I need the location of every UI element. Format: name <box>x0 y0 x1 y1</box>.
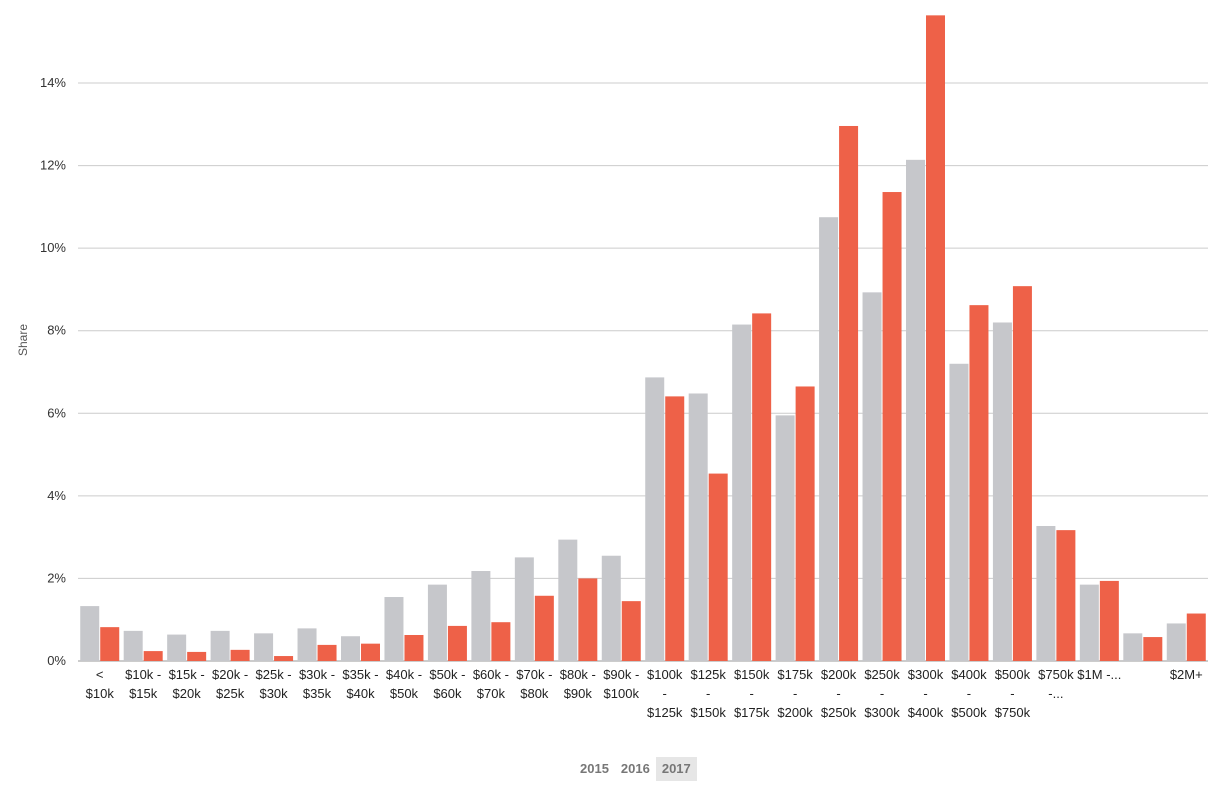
x-tick-label: $200k -$250k <box>821 667 857 720</box>
bar-2016[interactable] <box>297 628 317 661</box>
bar-2017[interactable] <box>969 305 989 661</box>
year-selector: 2015 2016 2017 <box>574 757 697 781</box>
x-tick-label: $80k -$90k <box>560 667 596 701</box>
x-tick-label: $125k -$150k <box>690 667 726 720</box>
x-tick-label: $25k -$30k <box>256 667 292 701</box>
y-axis-label: Share <box>16 324 30 356</box>
bar-2017[interactable] <box>708 473 728 661</box>
bar-2016[interactable] <box>558 539 578 661</box>
x-tick-label: $1M -... <box>1077 667 1121 682</box>
bar-2017[interactable] <box>795 386 815 661</box>
bar-2017[interactable] <box>1056 530 1076 661</box>
bar-2016[interactable] <box>123 630 143 661</box>
bar-2017[interactable] <box>447 625 467 661</box>
bar-2017[interactable] <box>1143 637 1163 661</box>
bar-2017[interactable] <box>839 125 859 661</box>
x-tick-label: $300k -$400k <box>908 667 944 720</box>
x-tick-label: $15k -$20k <box>169 667 205 701</box>
y-tick-label: 14% <box>40 75 66 90</box>
bar-2016[interactable] <box>992 322 1012 661</box>
bar-2017[interactable] <box>230 649 250 661</box>
bar-2017[interactable] <box>534 595 554 661</box>
bar-2017[interactable] <box>665 396 685 661</box>
bar-2016[interactable] <box>949 363 969 661</box>
x-tick-label: $35k -$40k <box>342 667 378 701</box>
bar-2016[interactable] <box>1123 633 1143 661</box>
x-tick-label: $10k -$15k <box>125 667 161 701</box>
bar-2016[interactable] <box>732 324 752 661</box>
bar-2016[interactable] <box>688 393 708 661</box>
x-tick-label: $70k -$80k <box>516 667 552 701</box>
x-tick-label: $2M+ <box>1170 667 1203 682</box>
bar-2017[interactable] <box>317 644 337 661</box>
x-tick-label: $40k -$50k <box>386 667 422 701</box>
y-tick-label: 6% <box>47 405 66 420</box>
bar-2017[interactable] <box>143 651 163 661</box>
x-tick-label: $400k -$500k <box>951 667 987 720</box>
x-tick-label: $750k -... <box>1038 667 1074 701</box>
y-tick-label: 8% <box>47 323 66 338</box>
y-tick-label: 12% <box>40 158 66 173</box>
bar-2016[interactable] <box>514 557 534 661</box>
bar-2017[interactable] <box>274 656 294 661</box>
x-tick-label: $500k -$750k <box>995 667 1031 720</box>
bar-2016[interactable] <box>384 597 404 661</box>
y-tick-label: 0% <box>47 653 66 668</box>
x-tick-label: $150k -$175k <box>734 667 770 720</box>
bar-2016[interactable] <box>210 630 230 661</box>
bar-2016[interactable] <box>775 415 795 661</box>
y-tick-label: 2% <box>47 570 66 585</box>
bar-2016[interactable] <box>601 555 621 661</box>
bar-2017[interactable] <box>1012 286 1032 661</box>
bar-2016[interactable] <box>1166 623 1186 661</box>
bar-2016[interactable] <box>819 217 839 661</box>
bar-2016[interactable] <box>427 584 447 661</box>
x-axis-ticks: < $10k $10k -$15k$15k -$20k$20k -$25k$25k … <box>86 667 1203 720</box>
bar-2016[interactable] <box>167 634 187 661</box>
grid-lines <box>78 82 1208 662</box>
bar-2017[interactable] <box>361 643 380 661</box>
bar-2016[interactable] <box>80 606 100 661</box>
bar-2016[interactable] <box>341 636 360 661</box>
year-button-2015[interactable]: 2015 <box>580 761 609 776</box>
bar-2017[interactable] <box>578 578 598 661</box>
x-tick-label: $30k -$35k <box>299 667 335 701</box>
x-tick-label: $20k -$25k <box>212 667 248 701</box>
bar-2016[interactable] <box>645 377 665 661</box>
bar-2017[interactable] <box>491 622 511 661</box>
y-tick-label: 4% <box>47 488 66 503</box>
bar-2016[interactable] <box>254 633 274 661</box>
bar-2016[interactable] <box>906 159 925 662</box>
x-tick-label: $60k -$70k <box>473 667 509 701</box>
bar-2016[interactable] <box>862 292 882 661</box>
bar-2017[interactable] <box>1099 580 1119 661</box>
bar-2017[interactable] <box>187 651 207 661</box>
bar-2016[interactable] <box>1036 526 1056 661</box>
bar-2017[interactable] <box>752 313 772 661</box>
bar-2016[interactable] <box>1079 584 1099 661</box>
x-tick-label: $90k -$100k <box>603 667 639 701</box>
bar-2017[interactable] <box>404 634 424 661</box>
y-tick-label: 10% <box>40 240 66 255</box>
x-tick-label: $50k -$60k <box>429 667 465 701</box>
year-button-2017[interactable]: 2017 <box>655 757 697 781</box>
bar-2017[interactable] <box>1186 613 1206 661</box>
bar-2017[interactable] <box>882 192 902 662</box>
y-axis-ticks: 0% 2% 4% 6% 8% 10% 12% 14% <box>40 75 66 668</box>
x-tick-label: $100k -$125k <box>647 667 683 720</box>
bar-chart: 0% 2% 4% 6% 8% 10% 12% 14% < $10k $10k -$15k$15k … <box>16 15 1208 720</box>
x-tick-label: < $10k <box>86 667 115 701</box>
year-button-2016[interactable]: 2016 <box>620 761 650 776</box>
bar-2016[interactable] <box>471 571 491 661</box>
x-tick-label: $175k -$200k <box>777 667 813 720</box>
bar-2017[interactable] <box>100 627 120 661</box>
bar-2017[interactable] <box>926 15 945 662</box>
bar-2017[interactable] <box>621 601 641 661</box>
x-tick-label: $250k -$300k <box>864 667 900 720</box>
bars <box>80 15 1206 662</box>
